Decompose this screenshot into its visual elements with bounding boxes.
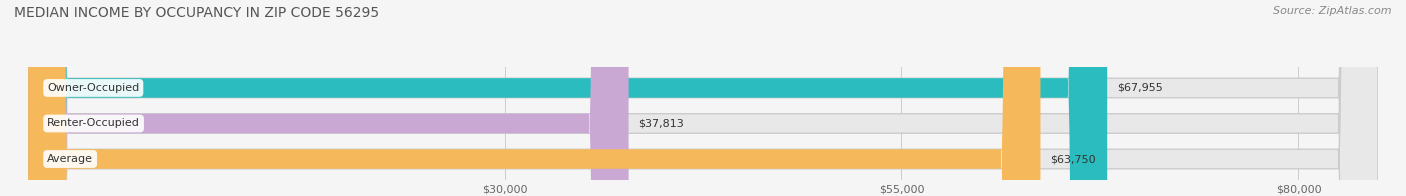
Text: $37,813: $37,813 [638,118,683,129]
Text: $63,750: $63,750 [1050,154,1095,164]
FancyBboxPatch shape [28,0,1107,196]
Text: Owner-Occupied: Owner-Occupied [48,83,139,93]
Text: $67,955: $67,955 [1116,83,1163,93]
FancyBboxPatch shape [28,0,1378,196]
FancyBboxPatch shape [28,0,1040,196]
Text: Average: Average [48,154,93,164]
Text: Source: ZipAtlas.com: Source: ZipAtlas.com [1274,6,1392,16]
FancyBboxPatch shape [28,0,1378,196]
Text: MEDIAN INCOME BY OCCUPANCY IN ZIP CODE 56295: MEDIAN INCOME BY OCCUPANCY IN ZIP CODE 5… [14,6,380,20]
FancyBboxPatch shape [28,0,1378,196]
FancyBboxPatch shape [28,0,628,196]
Text: Renter-Occupied: Renter-Occupied [48,118,141,129]
